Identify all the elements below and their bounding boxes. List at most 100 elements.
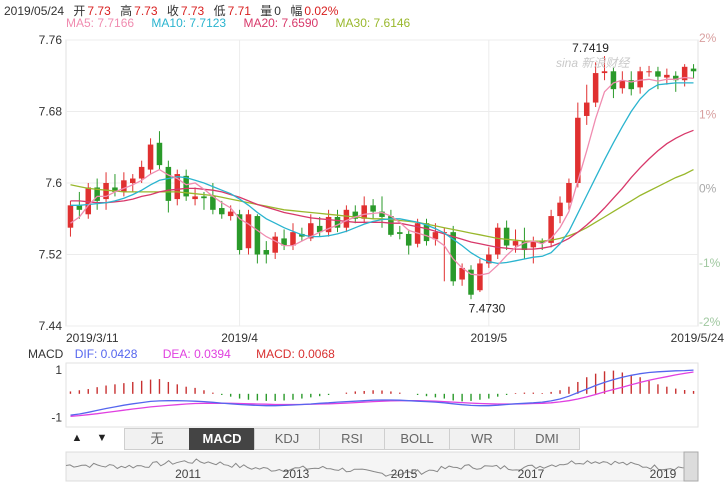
- overview-trend-line: [65, 458, 699, 477]
- max-price-annotation: 7.7419: [572, 41, 609, 55]
- candle-body: [138, 166, 145, 179]
- tab-boll[interactable]: BOLL: [384, 428, 450, 450]
- overview-range-handle: [683, 451, 699, 482]
- candle-body: [530, 241, 537, 248]
- tab-dmi[interactable]: DMI: [514, 428, 580, 450]
- price-tick-label: 7.52: [39, 248, 63, 262]
- low-value: 7.71: [227, 4, 251, 18]
- percent-tick-label: -1%: [699, 256, 721, 270]
- time-tick-label: 2019/3/11: [66, 331, 119, 345]
- candle-body: [423, 223, 430, 242]
- candle-body: [566, 183, 572, 203]
- candle-body: [121, 180, 127, 192]
- candle-body: [272, 236, 278, 253]
- candle-body: [334, 216, 341, 228]
- candle-body: [343, 209, 350, 228]
- dea-line: [70, 371, 694, 417]
- volume-label: 量: [260, 4, 273, 18]
- tab-wr[interactable]: WR: [449, 428, 515, 450]
- ma30-line: [70, 169, 694, 242]
- overview-navigator: [65, 451, 699, 482]
- candle-body: [592, 73, 599, 103]
- candle-body: [681, 66, 688, 81]
- tab-macd[interactable]: MACD: [189, 428, 255, 450]
- indicator-tabs: 无 MACD KDJ RSI BOLL WR DMI: [124, 428, 580, 450]
- candle-body: [156, 142, 163, 166]
- volume-value: 0: [274, 4, 281, 18]
- ma20-line: [70, 129, 694, 250]
- candle-body: [290, 232, 296, 246]
- candle-body: [130, 178, 136, 183]
- candle-body: [308, 223, 314, 239]
- macd-title: MACD: [28, 347, 64, 361]
- overview-year-label: 2013: [283, 467, 310, 481]
- candle-body: [236, 214, 243, 251]
- candle-body: [370, 205, 376, 212]
- candle-body: [183, 175, 189, 197]
- price-tick-label: 7.76: [39, 33, 63, 47]
- candle-body: [521, 241, 528, 251]
- time-tick-label: 2019/5: [470, 331, 507, 345]
- candle-body: [281, 238, 287, 246]
- candle-body: [432, 232, 439, 240]
- candle-body: [103, 183, 109, 200]
- candle-body: [361, 205, 367, 219]
- candle-body: [583, 102, 590, 116]
- tab-kdj[interactable]: KDJ: [254, 428, 320, 450]
- percent-tick-label: 1%: [699, 107, 717, 121]
- candle-body: [539, 241, 545, 243]
- candle-body: [628, 80, 634, 90]
- time-tick-label: 2019/5/24: [671, 331, 725, 345]
- candle-body: [512, 241, 519, 246]
- candle-body: [548, 216, 554, 243]
- scroll-down-button[interactable]: ▼: [96, 432, 108, 444]
- ma10-line: [70, 82, 694, 265]
- tab-none[interactable]: 无: [124, 428, 190, 450]
- price-tick-label: 7.6: [45, 176, 62, 190]
- quote-date: 2019/05/24: [4, 4, 65, 18]
- candle-body: [494, 227, 501, 255]
- candle-body: [601, 71, 608, 74]
- tab-rsi[interactable]: RSI: [319, 428, 385, 450]
- macd-tick-label: -1: [51, 411, 62, 425]
- ma-legend: MA5: 7.7166 MA10: 7.7123 MA20: 7.6590 MA…: [66, 16, 424, 30]
- scroll-up-button[interactable]: ▲: [71, 432, 83, 444]
- candle-body: [227, 211, 234, 217]
- price-tick-label: 7.44: [39, 319, 63, 333]
- change-label: 幅: [290, 4, 303, 18]
- candle-body: [397, 232, 403, 234]
- candle-body: [405, 233, 412, 246]
- candle-body: [459, 267, 465, 280]
- overview-year-label: 2015: [391, 467, 418, 481]
- ma5-legend: MA5: 7.7166: [66, 16, 135, 30]
- candle-body: [85, 187, 92, 215]
- candle-body: [94, 187, 100, 201]
- candle-body: [486, 254, 492, 264]
- candle-body: [388, 216, 394, 235]
- high-label: 高: [120, 4, 133, 18]
- min-price-annotation: 7.4730: [469, 302, 506, 316]
- candle-body: [610, 71, 617, 90]
- candle-body: [316, 225, 323, 233]
- dif-line: [70, 369, 694, 416]
- candle-body: [263, 250, 270, 255]
- candle-body: [637, 71, 643, 88]
- candle-body: [210, 196, 216, 210]
- ma10-legend: MA10: 7.7123: [151, 16, 227, 30]
- candle-body: [690, 68, 697, 72]
- candle-body: [352, 211, 359, 219]
- overview-year-label: 2017: [518, 467, 545, 481]
- change-value: 0.02%: [304, 4, 339, 18]
- candle-body: [67, 205, 74, 228]
- dif-legend: DIF: 0.0428: [74, 347, 138, 361]
- high-value: 7.73: [134, 4, 158, 18]
- ma20-legend: MA20: 7.6590: [243, 16, 319, 30]
- overview-year-label: 2019: [650, 467, 677, 481]
- candle-body: [245, 214, 252, 249]
- candle-body: [468, 269, 474, 295]
- open-label: 开: [73, 4, 86, 18]
- close-label: 收: [166, 4, 179, 18]
- close-value: 7.73: [180, 4, 205, 18]
